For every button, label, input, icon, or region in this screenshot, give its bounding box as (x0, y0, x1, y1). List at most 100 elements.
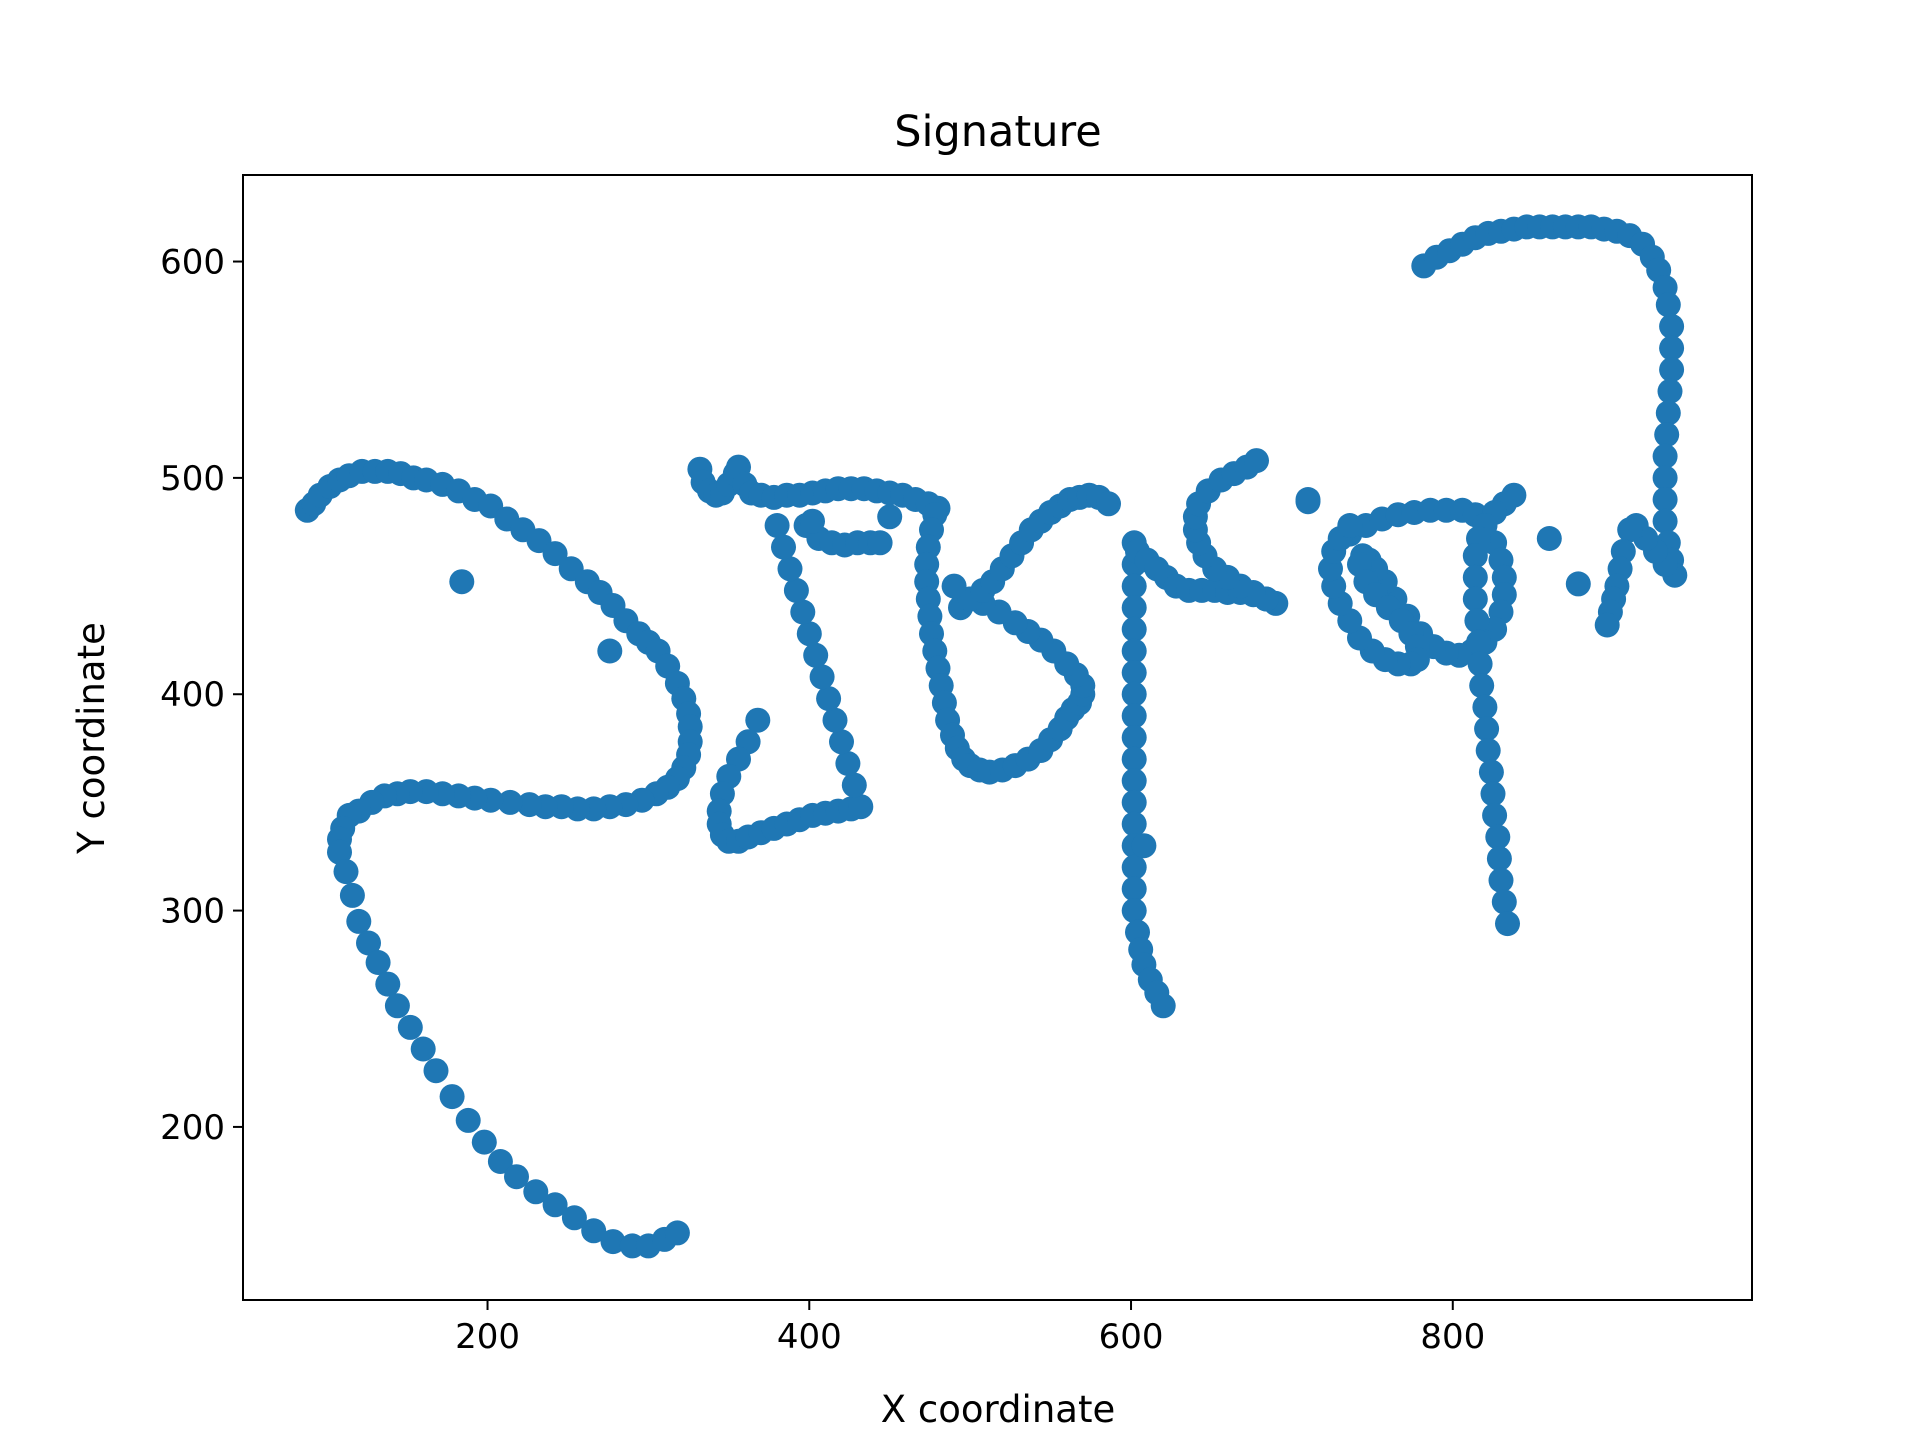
data-point (1652, 508, 1678, 534)
data-point (333, 859, 359, 885)
data-point (1464, 608, 1490, 634)
data-point (1652, 487, 1678, 512)
data-point (339, 882, 365, 908)
data-point (1121, 789, 1147, 815)
data-point (1462, 586, 1488, 612)
data-point (346, 908, 372, 934)
data-point (581, 1218, 607, 1244)
data-point (745, 707, 771, 733)
data-point (1121, 681, 1147, 707)
data-point (1594, 612, 1620, 638)
data-point (867, 530, 893, 556)
y-tick-label: 200 (160, 1108, 225, 1148)
data-point (877, 504, 903, 530)
y-tick-label: 300 (160, 892, 225, 932)
x-tick-label: 600 (1099, 1317, 1164, 1357)
plot-frame (242, 174, 1753, 1301)
data-point (600, 1229, 626, 1255)
data-point (1491, 564, 1517, 590)
data-point (1121, 746, 1147, 772)
data-point (1466, 629, 1491, 655)
x-tick-label: 800 (1420, 1317, 1485, 1357)
data-point (822, 707, 848, 733)
data-point (777, 556, 803, 582)
data-point (1469, 673, 1495, 699)
data-point (1475, 738, 1501, 763)
data-point (1480, 781, 1506, 807)
data-point (1295, 489, 1321, 515)
data-point (1495, 911, 1520, 937)
data-point (1478, 759, 1504, 785)
y-tick-label: 400 (160, 675, 225, 715)
data-point (327, 839, 352, 865)
data-point (1472, 694, 1498, 720)
data-point (504, 1164, 529, 1190)
data-point (1121, 573, 1147, 599)
data-point (423, 1058, 449, 1084)
data-point (1131, 833, 1157, 859)
data-point (1565, 571, 1591, 597)
data-point (1654, 422, 1680, 448)
data-point (809, 664, 835, 690)
x-axis-ticks: 200 400 600 800 (455, 1300, 1485, 1357)
data-point (803, 642, 829, 668)
data-point (841, 772, 867, 798)
data-point (1121, 811, 1147, 837)
data-point (1121, 703, 1147, 729)
data-point (1121, 595, 1147, 621)
data-point (1617, 517, 1643, 543)
data-point (1659, 357, 1685, 383)
data-point (1652, 443, 1678, 469)
data-point (1096, 491, 1121, 517)
data-point (783, 577, 809, 603)
data-point (764, 513, 790, 538)
data-point (1536, 526, 1562, 551)
data-point (829, 729, 854, 755)
data-point (1462, 564, 1488, 590)
data-point (1462, 543, 1488, 569)
data-point (771, 534, 796, 560)
data-point (597, 638, 623, 664)
chart-title: Signature (894, 107, 1101, 157)
data-point (449, 569, 475, 595)
data-point (523, 1179, 549, 1205)
data-point (1121, 660, 1147, 686)
data-point (1491, 889, 1517, 915)
data-point (835, 751, 861, 776)
data-point (941, 573, 967, 599)
data-point (1655, 292, 1681, 318)
data-point (1659, 313, 1685, 339)
x-tick-label: 200 (455, 1317, 520, 1357)
y-axis-label: Y coordinate (70, 622, 113, 855)
data-points (294, 214, 1688, 1259)
data-point (542, 1192, 568, 1218)
data-point (487, 1149, 513, 1174)
x-tick-label: 400 (777, 1317, 842, 1357)
data-point (1485, 824, 1511, 850)
data-point (542, 541, 568, 567)
data-point (455, 1107, 481, 1133)
y-tick-label: 500 (160, 459, 225, 499)
data-point (410, 1036, 436, 1062)
data-point (1488, 867, 1514, 893)
data-point (664, 1220, 690, 1246)
data-point (1482, 802, 1508, 828)
data-point (375, 971, 401, 997)
data-point (561, 1205, 587, 1231)
data-point (1659, 335, 1685, 361)
data-point (397, 1014, 423, 1040)
data-point (1121, 898, 1147, 924)
data-point (1652, 465, 1678, 491)
data-point (1121, 725, 1147, 750)
x-axis-label: X coordinate (881, 1388, 1115, 1431)
data-point (1121, 876, 1147, 902)
data-point (471, 1129, 497, 1155)
data-point (1474, 716, 1500, 742)
data-point (1121, 638, 1147, 664)
data-point (516, 792, 542, 818)
y-axis-ticks: 200 300 400 500 600 (160, 243, 243, 1148)
data-point (365, 950, 391, 975)
data-point (1121, 768, 1147, 794)
data-point (816, 686, 842, 712)
